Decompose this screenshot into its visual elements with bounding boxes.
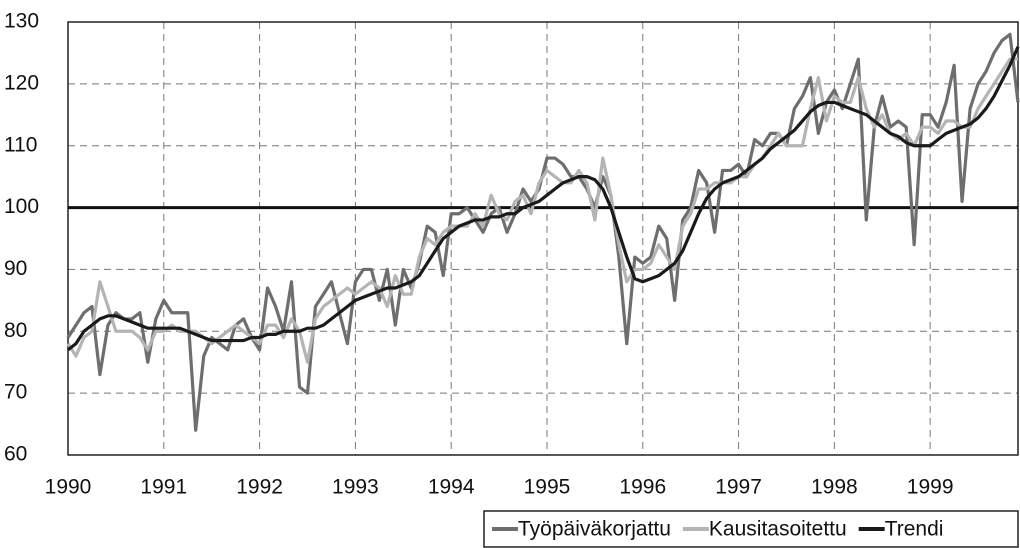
y-tick-label: 110	[4, 133, 37, 156]
y-tick-label: 130	[4, 10, 39, 33]
legend-box	[483, 510, 1019, 548]
x-tick-label: 1999	[907, 476, 954, 499]
y-tick-label: 80	[4, 319, 27, 342]
x-tick-label: 1992	[236, 476, 283, 499]
x-tick-label: 1997	[715, 476, 762, 499]
y-tick-label: 60	[4, 443, 27, 466]
series-line	[66, 57, 1018, 364]
legend-label: Trendi	[885, 518, 944, 541]
y-tick-label: 100	[4, 195, 39, 218]
plot-frame	[67, 21, 1019, 456]
x-tick-label: 1995	[524, 476, 571, 499]
y-tick-label: 90	[4, 257, 27, 280]
legend-label: Työpäiväkorjattu	[518, 518, 671, 541]
x-tick-label: 1994	[428, 476, 475, 499]
y-tick-label: 120	[4, 71, 39, 94]
y-tick-label: 70	[4, 381, 27, 404]
x-tick-label: 1993	[332, 476, 379, 499]
x-tick-label: 1991	[140, 476, 187, 499]
x-tick-label: 1998	[811, 476, 858, 499]
legend-label: Kausitasoitettu	[709, 518, 847, 541]
legend: Työpäiväkorjattu Kausitasoitettu Trendi	[483, 510, 1019, 548]
series-line	[66, 32, 1020, 432]
x-tick-label: 1990	[45, 476, 92, 499]
x-tick-label: 1996	[619, 476, 666, 499]
series-line	[67, 46, 1020, 352]
